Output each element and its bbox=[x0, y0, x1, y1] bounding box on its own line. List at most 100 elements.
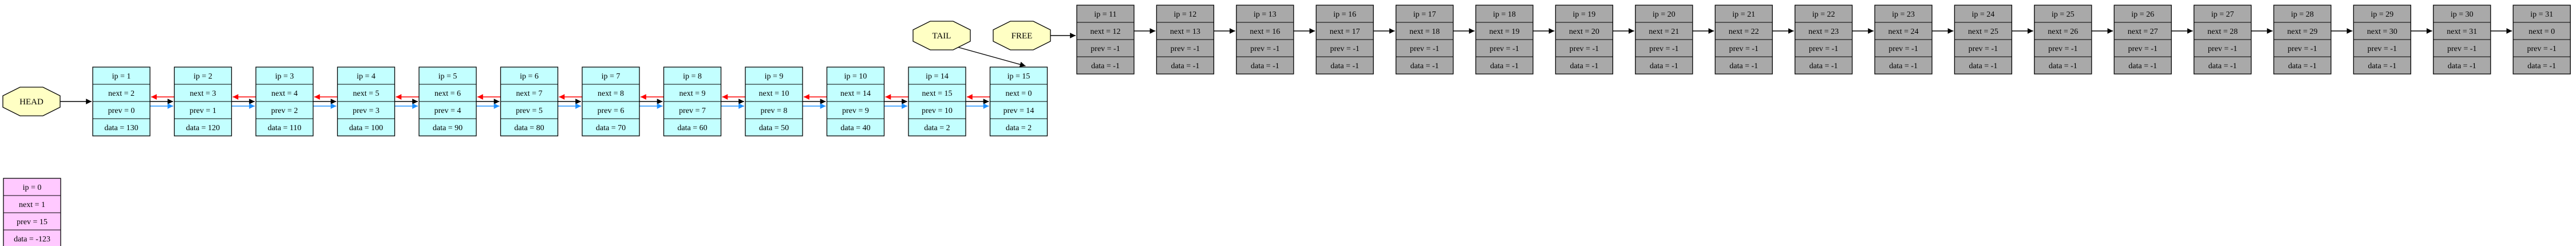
node-data-field: data = -1 bbox=[1411, 62, 1439, 71]
node-ip-field: ip = 22 bbox=[1812, 10, 1835, 19]
node-data-field: data = -1 bbox=[1809, 62, 1838, 71]
free-node: ip = 27 next = 28 prev = -1 data = -1 bbox=[2193, 5, 2252, 75]
node-next-field: next = 4 bbox=[271, 89, 298, 98]
node-data-field: data = 40 bbox=[840, 124, 870, 132]
node-data-field: data = -1 bbox=[1171, 62, 1199, 71]
node-ip-field: ip = 18 bbox=[1493, 10, 1516, 19]
node-data-field: data = 2 bbox=[1006, 124, 1032, 132]
node-ip-field: ip = 30 bbox=[2451, 10, 2474, 19]
node-ip-field: ip = 23 bbox=[1892, 10, 1915, 19]
nodes-layer: ip = 0 next = 1 prev = 15 data = -123 ip = 1… bbox=[2, 5, 2571, 246]
node-prev-field: prev = -1 bbox=[1729, 45, 1758, 53]
node-ip-field: ip = 15 bbox=[1008, 72, 1030, 81]
node-prev-field: prev = 1 bbox=[189, 107, 216, 115]
node-ip-field: ip = 8 bbox=[683, 72, 702, 81]
node-prev-field: prev = -1 bbox=[1250, 45, 1279, 53]
free-node: ip = 21 next = 22 prev = -1 data = -1 bbox=[1714, 5, 1773, 75]
active-node: ip = 8 next = 9 prev = 7 data = 60 bbox=[663, 67, 722, 136]
node-box bbox=[3, 178, 61, 246]
node-prev-field: prev = -1 bbox=[2287, 45, 2317, 53]
node-next-field: next = 20 bbox=[1569, 28, 1599, 36]
node-ip-field: ip = 6 bbox=[520, 72, 539, 81]
node-data-field: data = -1 bbox=[2368, 62, 2396, 71]
node-ip-field: ip = 21 bbox=[1732, 10, 1755, 19]
node-ip-field: ip = 10 bbox=[844, 72, 867, 81]
node-next-field: next = 28 bbox=[2207, 28, 2238, 36]
node-ip-field: ip = 3 bbox=[275, 72, 294, 81]
node-prev-field: prev = -1 bbox=[1171, 45, 1200, 53]
node-prev-field: prev = 14 bbox=[1003, 107, 1034, 115]
node-prev-field: prev = -1 bbox=[1969, 45, 1998, 53]
node-next-field: next = 29 bbox=[2287, 28, 2318, 36]
node-data-field: data = -1 bbox=[2049, 62, 2077, 71]
node-data-field: data = -1 bbox=[1969, 62, 1997, 71]
node-ip-field: ip = 4 bbox=[357, 72, 376, 81]
tail-edge bbox=[953, 45, 1026, 68]
node-prev-field: prev = -1 bbox=[2447, 45, 2476, 53]
node-ip-field: ip = 26 bbox=[2131, 10, 2154, 19]
node-ip-field: ip = 27 bbox=[2211, 10, 2234, 19]
node-next-field: next = 0 bbox=[2528, 28, 2555, 36]
node-next-field: next = 14 bbox=[840, 89, 871, 98]
node-ip-field: ip = 5 bbox=[438, 72, 457, 81]
node-ip-field: ip = 13 bbox=[1254, 10, 1277, 19]
node-data-field: data = -1 bbox=[1570, 62, 1598, 71]
free-node: ip = 25 next = 26 prev = -1 data = -1 bbox=[2034, 5, 2092, 75]
node-prev-field: prev = 9 bbox=[842, 107, 869, 115]
free-node: ip = 26 next = 27 prev = -1 data = -1 bbox=[2113, 5, 2172, 75]
free-node: ip = 24 next = 25 prev = -1 data = -1 bbox=[1954, 5, 2013, 75]
free-node: ip = 31 next = 0 prev = -1 data = -1 bbox=[2512, 5, 2571, 75]
node-ip-field: ip = 24 bbox=[1972, 10, 1995, 19]
node-data-field: data = 120 bbox=[186, 124, 220, 132]
active-node: ip = 7 next = 8 prev = 6 data = 70 bbox=[582, 67, 640, 136]
node-prev-field: prev = -1 bbox=[1570, 45, 1599, 53]
node-next-field: next = 9 bbox=[679, 89, 706, 98]
node-data-field: data = 110 bbox=[268, 124, 302, 132]
node-prev-field: prev = 0 bbox=[108, 107, 135, 115]
node-next-field: next = 5 bbox=[353, 89, 380, 98]
node-prev-field: prev = -1 bbox=[2527, 45, 2556, 53]
node-prev-field: prev = 15 bbox=[17, 218, 48, 227]
node-next-field: next = 8 bbox=[598, 89, 624, 98]
node-prev-field: prev = -1 bbox=[1649, 45, 1678, 53]
node-prev-field: prev = -1 bbox=[1410, 45, 1439, 53]
active-node: ip = 6 next = 7 prev = 5 data = 80 bbox=[500, 67, 559, 136]
free-node: ip = 11 next = 12 prev = -1 data = -1 bbox=[1076, 5, 1135, 75]
free-node: ip = 29 next = 30 prev = -1 data = -1 bbox=[2353, 5, 2412, 75]
node-next-field: next = 1 bbox=[19, 201, 45, 209]
node-next-field: next = 2 bbox=[108, 89, 135, 98]
active-node: ip = 14 next = 15 prev = 10 data = 2 bbox=[908, 67, 966, 136]
node-ip-field: ip = 9 bbox=[765, 72, 784, 81]
node-prev-field: prev = -1 bbox=[2048, 45, 2077, 53]
node-next-field: next = 24 bbox=[1888, 28, 1919, 36]
free-node: ip = 30 next = 31 prev = -1 data = -1 bbox=[2433, 5, 2491, 75]
node-ip-field: ip = 7 bbox=[602, 72, 621, 81]
node-data-field: data = 70 bbox=[596, 124, 626, 132]
node-ip-field: ip = 20 bbox=[1653, 10, 1676, 19]
node-prev-field: prev = -1 bbox=[1330, 45, 1359, 53]
node-data-field: data = -1 bbox=[2527, 62, 2556, 71]
node-prev-field: prev = -1 bbox=[2368, 45, 2397, 53]
head-label-text: HEAD bbox=[19, 97, 44, 107]
free-node: ip = 22 next = 23 prev = -1 data = -1 bbox=[1794, 5, 1853, 75]
active-node: ip = 15 next = 0 prev = 14 data = 2 bbox=[989, 67, 1048, 136]
node-next-field: next = 21 bbox=[1649, 28, 1679, 36]
node-prev-field: prev = -1 bbox=[2128, 45, 2157, 53]
node-data-field: data = -1 bbox=[1889, 62, 1918, 71]
active-node: ip = 2 next = 3 prev = 1 data = 120 bbox=[173, 67, 232, 136]
node-data-field: data = 80 bbox=[514, 124, 544, 132]
free-node: ip = 13 next = 16 prev = -1 data = -1 bbox=[1236, 5, 1294, 75]
node-next-field: next = 19 bbox=[1490, 28, 1520, 36]
active-node: ip = 9 next = 10 prev = 8 data = 50 bbox=[745, 67, 803, 136]
free-node: ip = 18 next = 19 prev = -1 data = -1 bbox=[1475, 5, 1534, 75]
free-label: FREE bbox=[993, 21, 1051, 50]
node-data-field: data = 50 bbox=[759, 124, 789, 132]
node-ip-field: ip = 19 bbox=[1573, 10, 1596, 19]
tail-label-text: TAIL bbox=[933, 32, 951, 41]
node-prev-field: prev = 6 bbox=[598, 107, 625, 115]
node-prev-field: prev = -1 bbox=[2208, 45, 2237, 53]
node-next-field: next = 27 bbox=[2128, 28, 2158, 36]
free-node: ip = 23 next = 24 prev = -1 data = -1 bbox=[1874, 5, 1933, 75]
node-next-field: next = 16 bbox=[1250, 28, 1280, 36]
